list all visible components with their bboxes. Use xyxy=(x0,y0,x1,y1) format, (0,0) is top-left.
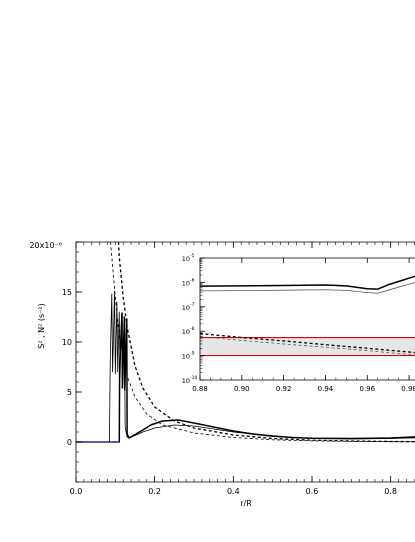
inset-y-tick-label: 10 xyxy=(182,328,190,336)
x-tick-label: 0.8 xyxy=(384,487,397,496)
inset-y-tick-exponent: -10 xyxy=(190,375,197,381)
x-tick-label: 0.0 xyxy=(70,487,83,496)
inset-y-tick-label: 10 xyxy=(182,255,190,263)
inset-series-solid-thin xyxy=(200,282,415,294)
main-axes: 0.0 0.2 0.4 0.6 0.8 0 5 10 15 xyxy=(62,241,415,496)
inset-x-tick-label: 0.98 xyxy=(401,385,415,393)
y-tick-label: 5 xyxy=(67,388,72,397)
inset-x-tick-label: 0.96 xyxy=(359,385,375,393)
inset-y-tick-exponent: -9 xyxy=(190,351,195,357)
main-series-dashed-thin xyxy=(110,242,415,443)
inset-y-tick-exponent: -8 xyxy=(190,326,195,332)
inset-y-tick-label: 10 xyxy=(182,279,190,287)
main-series-dashed-thick xyxy=(117,242,415,443)
x-tick-label: 0.2 xyxy=(148,487,161,496)
inset-x-tick-label: 0.90 xyxy=(234,385,250,393)
inset-y-tick-exponent: -6 xyxy=(190,277,195,283)
inset-background xyxy=(200,258,415,380)
inset-x-tick-label: 0.88 xyxy=(192,385,208,393)
inset-y-tick-label: 10 xyxy=(182,377,190,385)
main-series-solid-thin xyxy=(76,290,415,443)
y-tick-label: 0 xyxy=(67,438,72,447)
main-series-group xyxy=(76,242,415,443)
y-axis-label: S² , N² (s⁻²) xyxy=(37,303,46,349)
x-tick-label: 0.4 xyxy=(227,487,240,496)
y-tick-label: 15 xyxy=(62,288,72,297)
y-scale-label: 20x10⁻⁶ xyxy=(29,241,62,250)
inset-series-group xyxy=(200,275,415,357)
inset-fill xyxy=(200,258,415,380)
y-tick-label: 10 xyxy=(62,338,72,347)
inset-x-tick-label: 0.94 xyxy=(318,385,334,393)
x-axis-label: r/R xyxy=(240,499,252,508)
inset-y-tick-label: 10 xyxy=(182,353,190,361)
inset-series-solid-thick xyxy=(200,275,415,290)
inset-shaded-band xyxy=(200,337,415,356)
inset-series-dashed-thick xyxy=(200,332,415,354)
inset-y-tick-exponent: -7 xyxy=(190,302,195,308)
inset-y-tick-label: 10 xyxy=(182,304,190,312)
x-tick-label: 0.6 xyxy=(306,487,319,496)
inset-y-tick-exponent: -5 xyxy=(190,253,195,259)
inset-series-dashed-thin xyxy=(200,336,415,356)
inset-x-tick-label: 0.92 xyxy=(276,385,292,393)
